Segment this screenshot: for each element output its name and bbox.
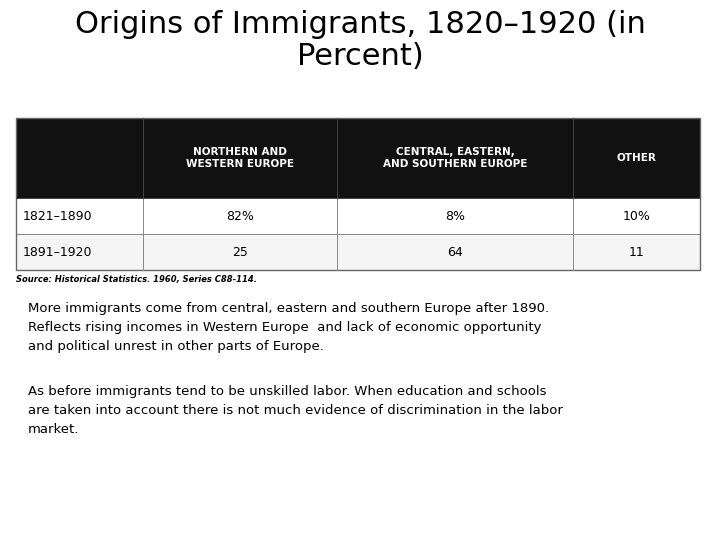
Text: 82%: 82% — [226, 210, 254, 222]
Text: As before immigrants tend to be unskilled labor. When education and schools
are : As before immigrants tend to be unskille… — [28, 385, 563, 436]
Text: 64: 64 — [448, 246, 464, 259]
Text: 25: 25 — [232, 246, 248, 259]
Text: 1891–1920: 1891–1920 — [23, 246, 92, 259]
Text: 8%: 8% — [446, 210, 465, 222]
Text: 1821–1890: 1821–1890 — [23, 210, 93, 222]
Text: OTHER: OTHER — [617, 153, 657, 163]
Text: NORTHERN AND
WESTERN EUROPE: NORTHERN AND WESTERN EUROPE — [186, 147, 294, 169]
Text: Origins of Immigrants, 1820–1920 (in
Percent): Origins of Immigrants, 1820–1920 (in Per… — [75, 10, 645, 71]
Text: CENTRAL, EASTERN,
AND SOUTHERN EUROPE: CENTRAL, EASTERN, AND SOUTHERN EUROPE — [383, 147, 528, 169]
Text: More immigrants come from central, eastern and southern Europe after 1890.
Refle: More immigrants come from central, easte… — [28, 302, 549, 353]
Text: 10%: 10% — [623, 210, 651, 222]
Text: 11: 11 — [629, 246, 644, 259]
Bar — [16, 118, 700, 198]
Bar — [16, 198, 700, 234]
Bar — [16, 118, 700, 270]
Text: Source: Historical Statistics. 1960, Series C88-114.: Source: Historical Statistics. 1960, Ser… — [16, 275, 257, 284]
Bar — [16, 234, 700, 270]
